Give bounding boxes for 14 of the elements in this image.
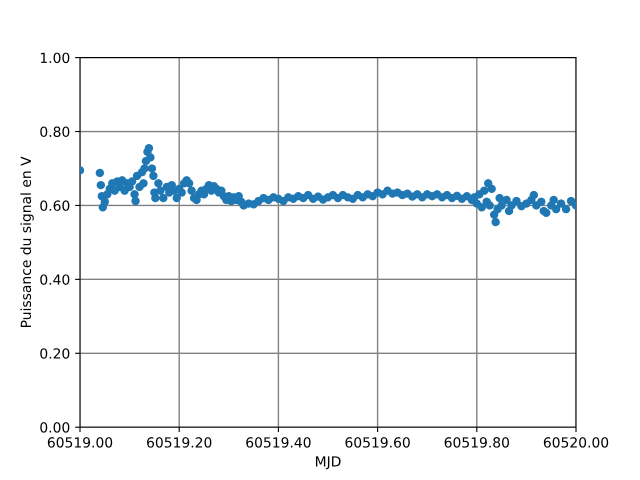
x-tick-label: 60519.60 bbox=[345, 437, 410, 448]
x-tick-label: 60519.20 bbox=[147, 437, 212, 448]
x-tick-label: 60519.40 bbox=[246, 437, 311, 448]
y-tick-label: 1.00 bbox=[40, 52, 70, 64]
y-tick-label: 0.40 bbox=[40, 274, 70, 285]
y-tick-label: 0.20 bbox=[40, 348, 70, 359]
x-axis-title: MJD bbox=[316, 456, 341, 470]
y-tick-label: 0.60 bbox=[40, 200, 70, 211]
y-tick-label: 0.80 bbox=[40, 126, 70, 137]
x-tick-label: 60519.80 bbox=[444, 437, 510, 448]
y-axis-title: Puissance du signal en V bbox=[20, 156, 34, 328]
x-tick-label: 60519.00 bbox=[48, 437, 112, 448]
y-tick-label: 0.00 bbox=[40, 422, 70, 433]
x-tick-label: 60520.00 bbox=[544, 437, 608, 448]
